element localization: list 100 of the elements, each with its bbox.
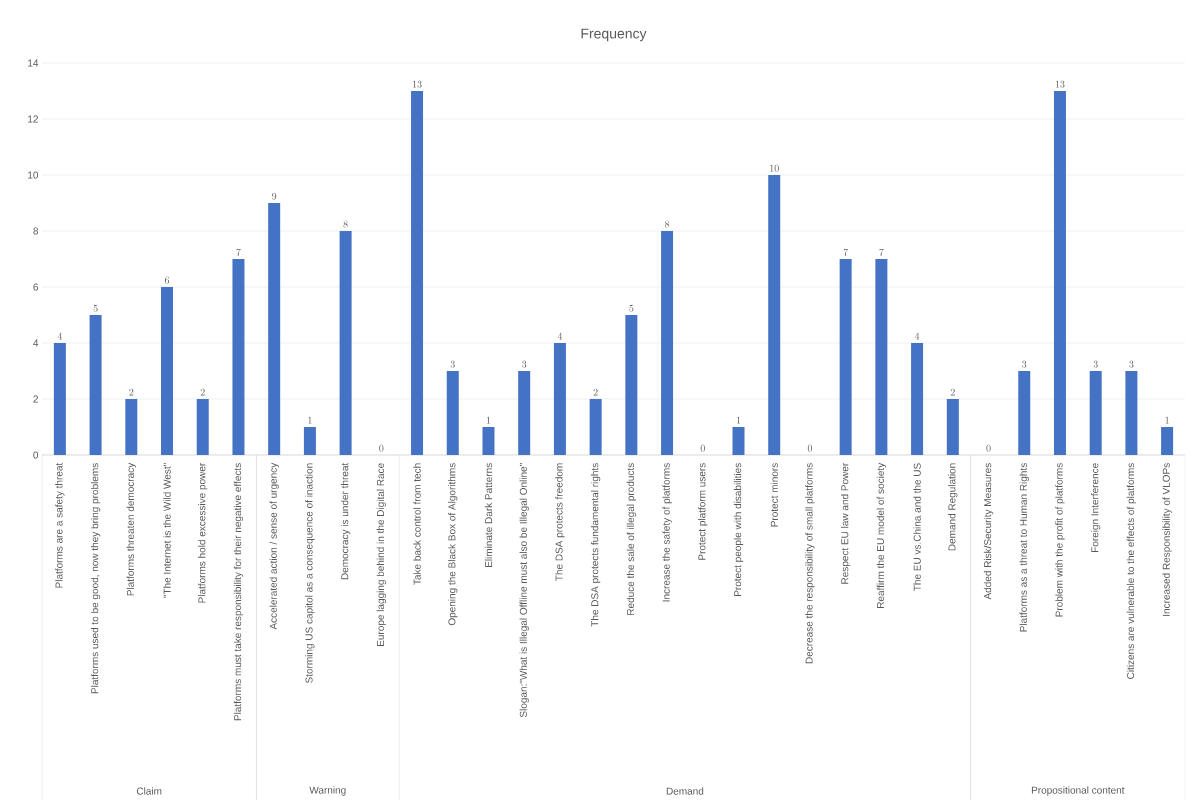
x-tick-label: Europe lagging behind in the Digital Race [376, 463, 386, 646]
x-tick-label: Decrease the responsibility of small platforms [805, 463, 815, 664]
data-label: 4 [557, 332, 563, 340]
data-label: 8 [343, 220, 348, 228]
y-tick-label: 4 [33, 339, 39, 347]
text: Claim [136, 787, 162, 795]
y-tick-label: 8 [33, 227, 39, 235]
x-tick-label: "The Internet is the Wild West" [163, 463, 171, 598]
x-tick-label: Reduce the sale of illegal products [626, 463, 637, 615]
data-label: 7 [236, 248, 241, 256]
x-tick-label: Platforms must take responsibility for their negative effects [233, 463, 244, 721]
y-tick-label: 14 [28, 59, 39, 67]
x-tick-label: Reaffirm the EU model of society [876, 462, 887, 608]
y-tick-label: 6 [33, 283, 39, 291]
bar [411, 90, 424, 455]
data-label: 1 [736, 416, 741, 424]
data-label: 13 [412, 80, 422, 88]
bar [839, 258, 852, 455]
x-tick-label: Citizens are vulnerable to the effects of platforms [1126, 463, 1137, 679]
x-tick-label: Democracy is under threat [340, 462, 351, 580]
x-tick-label: Accelerated action / sense of urgency [269, 462, 279, 630]
bar [89, 314, 102, 455]
bar [589, 398, 602, 455]
x-tick-label: The EU vs.China and the US [913, 463, 921, 591]
x-tick-label: Respect EU law and Power [841, 462, 851, 584]
bar [303, 426, 316, 455]
data-label: 1 [486, 416, 491, 424]
x-tick-label: Demand Regulation [948, 463, 958, 551]
text: Warning [309, 786, 346, 796]
bar [482, 426, 495, 455]
x-tick-label: The DSA protects fundamental rights [590, 463, 601, 627]
x-tick-label: Added Risk/Security Measures [983, 463, 994, 600]
bar [518, 370, 531, 455]
x-tick-label: Platforms are a safety threat [55, 462, 65, 588]
data-label: 0 [986, 444, 991, 452]
data-label: 2 [200, 388, 205, 396]
x-tick-label: Platforms threaten democracy [126, 462, 136, 596]
bar [161, 286, 174, 455]
bar [1125, 370, 1138, 455]
data-label: 4 [914, 332, 920, 340]
bar [732, 426, 745, 455]
data-label: 1 [308, 416, 312, 424]
data-label: 5 [93, 304, 98, 312]
data-label: 1 [1165, 416, 1169, 424]
data-label: 2 [950, 388, 955, 396]
bar [625, 314, 638, 455]
y-tick-label: 2 [33, 395, 38, 403]
data-label: 3 [1022, 360, 1027, 368]
bar [911, 342, 924, 455]
bar [268, 202, 281, 455]
x-tick-label: Platforms hold excessive power [198, 462, 208, 603]
x-tick-label: Protect platform users [698, 463, 708, 560]
x-tick-label: Foreign Interference [1091, 463, 1101, 553]
y-tick-label: 12 [28, 115, 38, 123]
data-label: 3 [522, 360, 527, 368]
bar [339, 230, 352, 455]
data-label: 10 [770, 164, 779, 172]
bar [125, 398, 138, 455]
x-tick-label: Increase the safety of platforms [662, 463, 672, 602]
bar [1161, 426, 1174, 455]
x-tick-label: Protect people with disabilities [733, 463, 744, 596]
bar [768, 174, 781, 455]
x-tick-label: Protect minors [770, 463, 778, 527]
bar [553, 342, 566, 455]
data-label: 8 [664, 220, 670, 228]
data-label: 7 [879, 248, 884, 256]
data-label: 6 [164, 276, 170, 284]
bar [53, 342, 66, 455]
bar [446, 370, 459, 455]
y-tick-label: 10 [28, 171, 39, 179]
data-label: 9 [272, 192, 277, 200]
text: Demand [666, 787, 704, 795]
x-tick-label: Platforms used to be good, now they bring problems [90, 463, 101, 694]
chart-title: Frequency [581, 28, 647, 42]
bar [661, 230, 674, 455]
x-tick-label: Opening the Black Box of Algorithms [448, 463, 458, 626]
data-label: 3 [1093, 360, 1098, 368]
data-label: 0 [700, 444, 705, 452]
x-tick-label: Eliminate Dark Patterns [484, 463, 493, 568]
y-tick-label: 0 [33, 451, 39, 459]
x-tick-label: Slogan:"What is Illegal Offline must also be Illegal Online" [519, 463, 529, 718]
data-label: 0 [379, 444, 384, 452]
data-label: 4 [57, 332, 63, 340]
text: Propositional content [1031, 786, 1125, 796]
data-label: 3 [450, 360, 455, 368]
bar [1018, 370, 1031, 455]
bar [1089, 370, 1102, 455]
x-tick-label: The DSA protects freedom [555, 463, 565, 581]
bar [232, 258, 245, 455]
x-tick-label: Increased Responsibility of VLOPs [1162, 463, 1172, 616]
data-label: 3 [1129, 360, 1134, 368]
data-label: 2 [593, 388, 598, 396]
data-label: 13 [1055, 80, 1065, 88]
bar [946, 398, 959, 455]
bar [875, 258, 888, 455]
data-label: 7 [843, 248, 848, 256]
x-tick-label: Take back control from tech [413, 463, 421, 585]
data-label: 2 [129, 388, 134, 396]
bar [1053, 90, 1066, 455]
x-tick-label: Problem with the profit of platforms [1055, 463, 1065, 617]
